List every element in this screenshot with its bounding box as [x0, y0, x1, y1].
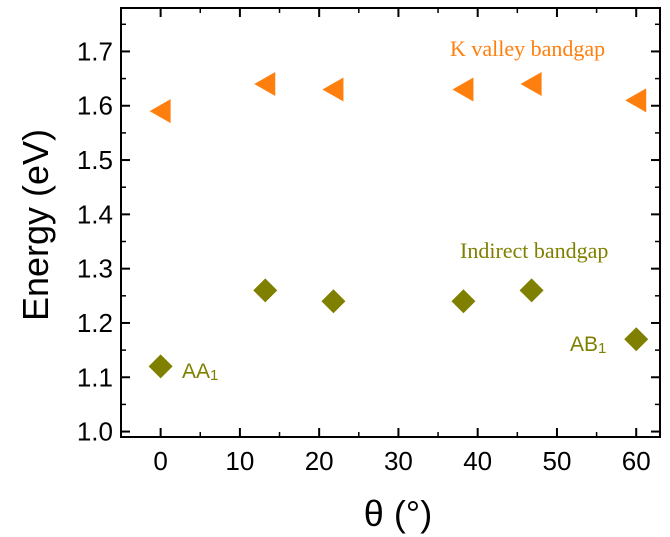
- x-tick-label: 0: [153, 446, 167, 476]
- y-tick-label: 1.6: [77, 91, 113, 121]
- y-tick-label: 1.0: [77, 417, 113, 447]
- y-tick-label: 1.2: [77, 308, 113, 338]
- k-valley-point: [149, 99, 171, 124]
- k-valley-point: [322, 77, 344, 102]
- x-axis-title: θ (°): [364, 493, 432, 534]
- x-tick-label: 50: [542, 446, 571, 476]
- k-valley-point: [254, 72, 276, 97]
- annotation-aa1: AA1: [182, 360, 218, 384]
- y-tick-label: 1.5: [77, 145, 113, 175]
- indirect-point: [451, 289, 476, 314]
- x-tick-label: 60: [622, 446, 651, 476]
- x-tick-label: 20: [305, 446, 334, 476]
- series-1: [148, 278, 649, 379]
- x-tick-label: 10: [225, 446, 254, 476]
- indirect-point: [148, 354, 173, 379]
- x-tick-label: 30: [384, 446, 413, 476]
- series-label-k-valley: K valley bandgap: [450, 36, 605, 61]
- y-tick-label: 1.4: [77, 199, 113, 229]
- k-valley-point: [452, 77, 474, 102]
- x-tick-label: 40: [463, 446, 492, 476]
- k-valley-point: [625, 88, 647, 113]
- indirect-point: [624, 327, 649, 352]
- indirect-point: [253, 278, 278, 303]
- plot-frame: [120, 7, 661, 438]
- y-axis-title: Energy (eV): [15, 129, 56, 321]
- k-valley-point: [520, 72, 542, 97]
- annotation-ab1: AB1: [570, 333, 606, 357]
- y-tick-label: 1.7: [77, 36, 113, 66]
- y-tick-label: 1.1: [77, 362, 113, 392]
- series-0: [149, 72, 647, 124]
- y-tick-label: 1.3: [77, 254, 113, 284]
- indirect-point: [321, 289, 346, 314]
- indirect-point: [519, 278, 544, 303]
- series-label-indirect: Indirect bandgap: [460, 238, 608, 263]
